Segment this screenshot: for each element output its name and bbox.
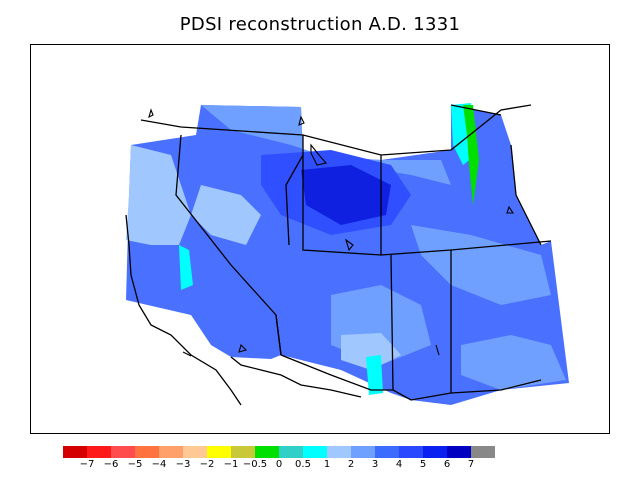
legend-tick-label: −6 (103, 459, 119, 470)
legend-tick-label: 7 (467, 459, 475, 470)
legend-tick-label: −4 (151, 459, 167, 470)
legend-swatch (327, 446, 351, 458)
legend-swatch (183, 446, 207, 458)
legend-tick-label: −5 (127, 459, 143, 470)
legend-swatch (399, 446, 423, 458)
map-frame (30, 44, 610, 434)
legend-tick-label: 6 (443, 459, 451, 470)
legend-tick-label: 1 (323, 459, 331, 470)
lakes (148, 108, 515, 357)
map-title: PDSI reconstruction A.D. 1331 (179, 14, 461, 35)
map-zone-light-west (126, 145, 191, 245)
legend-swatch (255, 446, 279, 458)
legend-swatch (447, 446, 471, 458)
legend-swatch (423, 446, 447, 458)
legend-swatch (231, 446, 255, 458)
legend-tick-label: 0.5 (295, 459, 311, 470)
state-borders (125, 104, 552, 406)
legend-tick-label: 2 (347, 459, 355, 470)
legend-tick-label: 0 (275, 459, 283, 470)
legend-swatch (375, 446, 399, 458)
legend-swatch (63, 446, 87, 458)
map-zone-light-se (461, 335, 566, 390)
legend-swatch (111, 446, 135, 458)
legend-tick-label: −1 (223, 459, 239, 470)
legend-swatch (279, 446, 303, 458)
legend-tick-label: −7 (79, 459, 95, 470)
legend-swatch (159, 446, 183, 458)
legend-tick-label: −0.5 (242, 459, 268, 470)
legend-tick-label: 4 (395, 459, 403, 470)
legend-swatch (303, 446, 327, 458)
map-zone-teal-west (179, 245, 193, 290)
map-region-base (126, 105, 569, 405)
legend-tick-label: 5 (419, 459, 427, 470)
legend-tick-labels: −7 −6 −5 −4 −3 −2 −1 −0.5 0 0.5 1 2 3 4 5 6 7 (63, 459, 591, 473)
legend-swatch (87, 446, 111, 458)
map-zone-teal-south (366, 355, 383, 395)
map-zone-light-nv (191, 185, 261, 245)
legend-swatch (135, 446, 159, 458)
map-zone-light-az (341, 333, 401, 370)
legend-swatch (207, 446, 231, 458)
map-zone-darkest-core (301, 165, 391, 225)
legend-swatch (471, 446, 495, 458)
pdsi-map (125, 103, 569, 406)
legend-tick-label: −3 (175, 459, 191, 470)
legend-swatch (351, 446, 375, 458)
legend-tick-label: 3 (371, 459, 379, 470)
legend-tick-label: −2 (199, 459, 215, 470)
legend-colorbar (63, 446, 495, 458)
map-zone-light-east (411, 225, 551, 305)
